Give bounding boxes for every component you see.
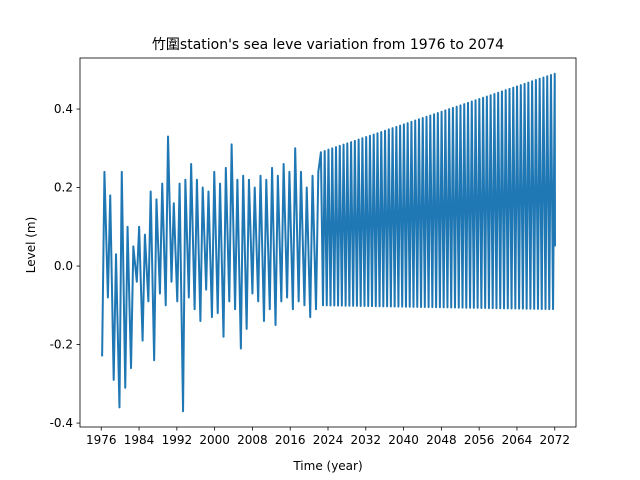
x-axis-label: Time (year): [292, 459, 362, 473]
sea-level-series-line: [101, 72, 556, 413]
x-tick-label: 2064: [502, 433, 533, 447]
x-tick-label: 2024: [313, 433, 344, 447]
x-tick-label: 2008: [237, 433, 268, 447]
y-tick-label: -0.2: [50, 338, 73, 352]
y-tick-label: 0.2: [54, 181, 73, 195]
x-tick-label: 2072: [539, 433, 570, 447]
x-axis-ticks: 1976 1984 1992 2000 2008 2016 2024 2032 2040 2048…: [86, 427, 570, 447]
x-tick-label: 1984: [124, 433, 155, 447]
y-axis-label: Level (m): [24, 217, 38, 274]
chart-title: 竹圍station's sea leve variation from 1976…: [152, 37, 504, 53]
x-tick-label: 2000: [199, 433, 230, 447]
y-axis-ticks: -0.4 -0.2 0.0 0.2 0.4: [50, 102, 80, 430]
x-tick-label: 1992: [162, 433, 193, 447]
x-tick-label: 2048: [426, 433, 457, 447]
x-tick-label: 2016: [275, 433, 306, 447]
x-tick-label: 2032: [351, 433, 382, 447]
y-tick-label: -0.4: [50, 416, 73, 430]
x-tick-label: 1976: [86, 433, 117, 447]
x-tick-label: 2056: [464, 433, 495, 447]
y-tick-label: 0.0: [54, 259, 73, 273]
y-tick-label: 0.4: [54, 102, 73, 116]
x-tick-label: 2040: [388, 433, 419, 447]
